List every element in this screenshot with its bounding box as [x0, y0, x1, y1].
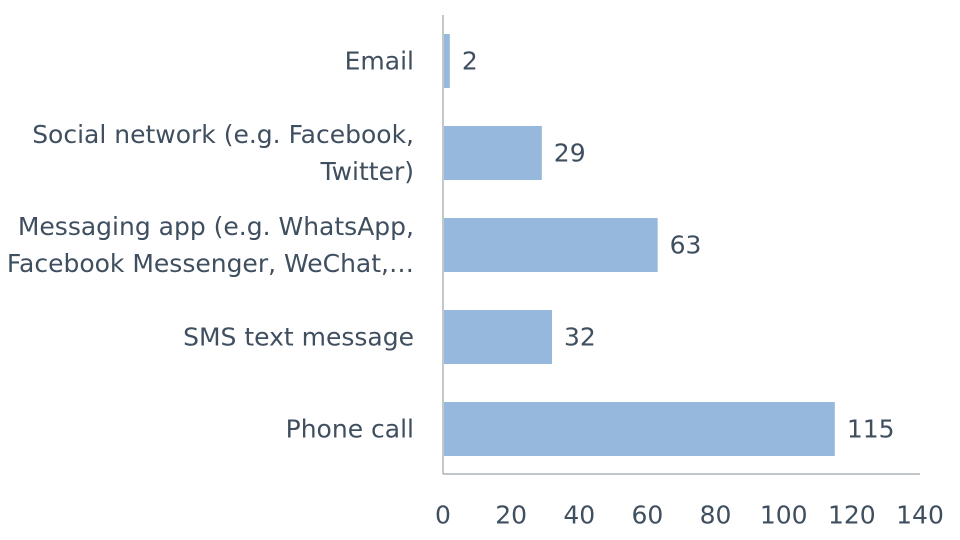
data-label: 115: [847, 415, 895, 444]
bar: [444, 34, 450, 88]
category-label: SMS text message: [183, 323, 414, 352]
data-label: 63: [670, 231, 702, 260]
data-label: 29: [554, 139, 586, 168]
category-label: Phone call: [286, 415, 414, 444]
bar: [444, 218, 658, 272]
labels-group: 2 Email 29 Social network (e.g. Facebook, Tw…: [7, 47, 895, 444]
category-label: Twitter): [319, 157, 414, 186]
bar: [444, 126, 542, 180]
x-tick-label: 120: [828, 501, 876, 530]
x-tick-label: 40: [563, 501, 595, 530]
category-label: Email: [345, 47, 414, 76]
data-label: 2: [462, 47, 478, 76]
data-label: 32: [564, 323, 596, 352]
x-tick-label: 20: [495, 501, 527, 530]
category-label: Facebook Messenger, WeChat,…: [7, 249, 414, 278]
bars-group: [444, 34, 835, 456]
bar: [444, 402, 835, 456]
x-tick-label: 140: [896, 501, 944, 530]
x-tick-label: 80: [700, 501, 732, 530]
bar: [444, 310, 553, 364]
x-tick-label: 60: [632, 501, 664, 530]
category-label: Messaging app (e.g. WhatsApp,: [18, 212, 414, 241]
x-axis-ticks: 0 20 40 60 80 100 120 140: [435, 501, 944, 530]
x-tick-label: 100: [760, 501, 808, 530]
x-tick-label: 0: [435, 501, 451, 530]
category-label: Social network (e.g. Facebook,: [32, 120, 414, 149]
